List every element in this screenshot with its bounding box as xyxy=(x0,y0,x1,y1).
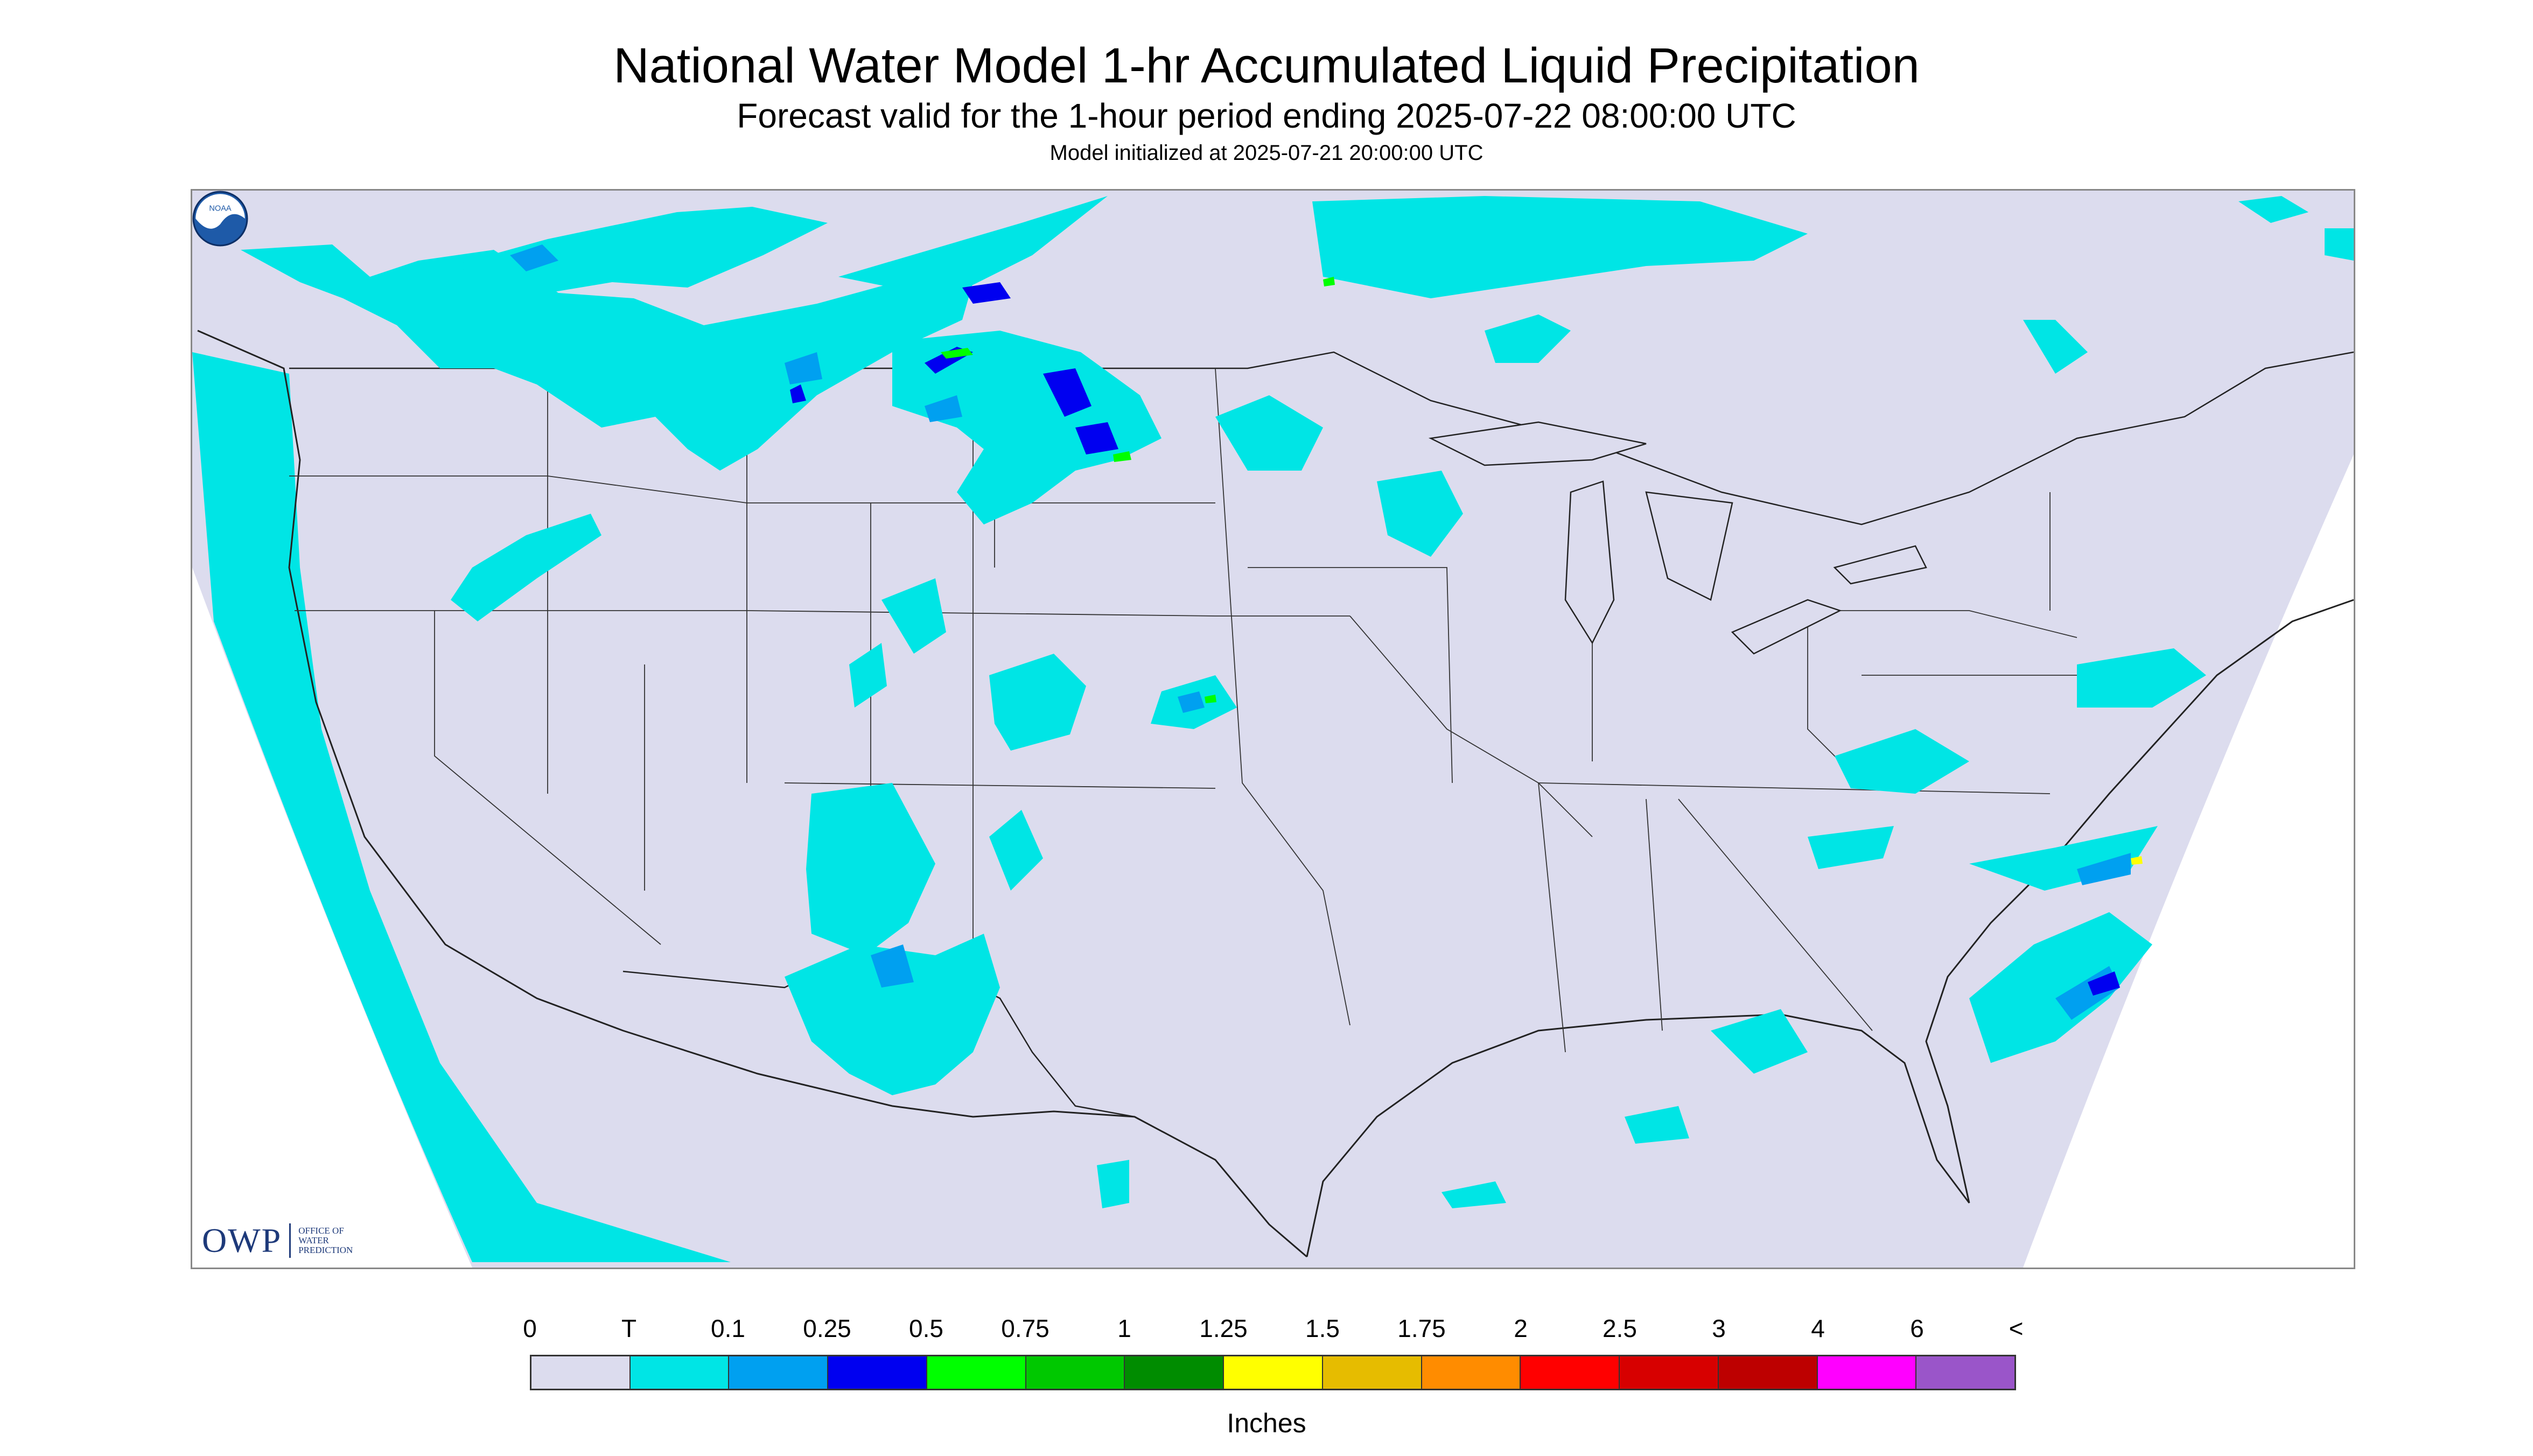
north-america-coastline xyxy=(197,330,2354,1258)
legend-swatch-10 xyxy=(1521,1356,1620,1389)
precip-0p1-areas xyxy=(510,244,2131,1020)
legend-label-10: 2 xyxy=(1514,1314,1528,1342)
legend-swatch-12 xyxy=(1718,1356,1818,1389)
legend-label-13: 4 xyxy=(1811,1314,1825,1342)
legend-label-14: 6 xyxy=(1910,1314,1924,1342)
legend-swatch-7 xyxy=(1224,1356,1323,1389)
legend-label-3: 0.25 xyxy=(803,1314,851,1342)
legend-swatch-11 xyxy=(1620,1356,1719,1389)
legend-swatch-13 xyxy=(1817,1356,1917,1389)
legend-label-11: 2.5 xyxy=(1603,1314,1637,1342)
legend-label-6: 1 xyxy=(1117,1314,1131,1342)
legend-swatch-2 xyxy=(729,1356,829,1389)
great-lakes xyxy=(1428,421,1927,655)
legend-swatch-4 xyxy=(927,1356,1026,1389)
legend-label-2: 0.1 xyxy=(711,1314,745,1342)
precip-trace-areas xyxy=(241,196,2354,1208)
legend-label-15: < xyxy=(2009,1314,2024,1342)
legend-label-8: 1.5 xyxy=(1305,1314,1340,1342)
precip-heavy-cells xyxy=(941,277,2143,865)
precip-legend: 0 T 0.1 0.25 0.5 0.75 1 1.25 1.5 1.75 2 2.5 3 4 6 < xyxy=(523,1314,2023,1390)
owp-abbr: OWP xyxy=(202,1221,282,1259)
pacific-trace-band xyxy=(192,352,731,1262)
legend-label-9: 1.75 xyxy=(1397,1314,1446,1342)
precipitation-map[interactable]: OWP OFFICE OF WATER PREDICTION NOAA xyxy=(191,189,2355,1269)
legend-label-7: 1.25 xyxy=(1199,1314,1248,1342)
legend-swatch-0 xyxy=(531,1356,631,1389)
legend-swatch-14 xyxy=(1916,1356,2015,1389)
domain-edge-left xyxy=(192,568,472,1268)
map-canvas xyxy=(192,196,2354,1268)
legend-label-0: 0 xyxy=(523,1314,537,1342)
forecast-valid-subtitle: Forecast valid for the 1-hour period end… xyxy=(737,96,1796,135)
noaa-seal-text: NOAA xyxy=(209,204,232,213)
owp-divider xyxy=(289,1223,291,1258)
model-init-line: Model initialized at 2025-07-21 20:00:00… xyxy=(1049,141,1484,165)
owp-full-name: OFFICE OF WATER PREDICTION xyxy=(298,1226,353,1255)
legend-label-4: 0.5 xyxy=(909,1314,943,1342)
legend-swatch-1 xyxy=(630,1356,730,1389)
legend-swatch-5 xyxy=(1026,1356,1125,1389)
legend-label-5: 0.75 xyxy=(1001,1314,1049,1342)
owp-logo: OWP OFFICE OF WATER PREDICTION xyxy=(202,1219,353,1262)
legend-colorbar xyxy=(530,1355,2016,1390)
legend-swatch-8 xyxy=(1323,1356,1422,1389)
domain-edge-right xyxy=(2023,454,2354,1268)
legend-swatch-3 xyxy=(828,1356,927,1389)
legend-label-1: T xyxy=(621,1314,637,1342)
noaa-seal-icon: NOAA xyxy=(192,191,248,247)
map-title: National Water Model 1-hr Accumulated Li… xyxy=(613,38,1920,93)
us-canada-border xyxy=(289,351,2354,526)
legend-units-label: Inches xyxy=(1227,1408,1306,1438)
legend-label-12: 3 xyxy=(1712,1314,1726,1342)
legend-swatch-9 xyxy=(1422,1356,1521,1389)
legend-swatch-6 xyxy=(1125,1356,1224,1389)
